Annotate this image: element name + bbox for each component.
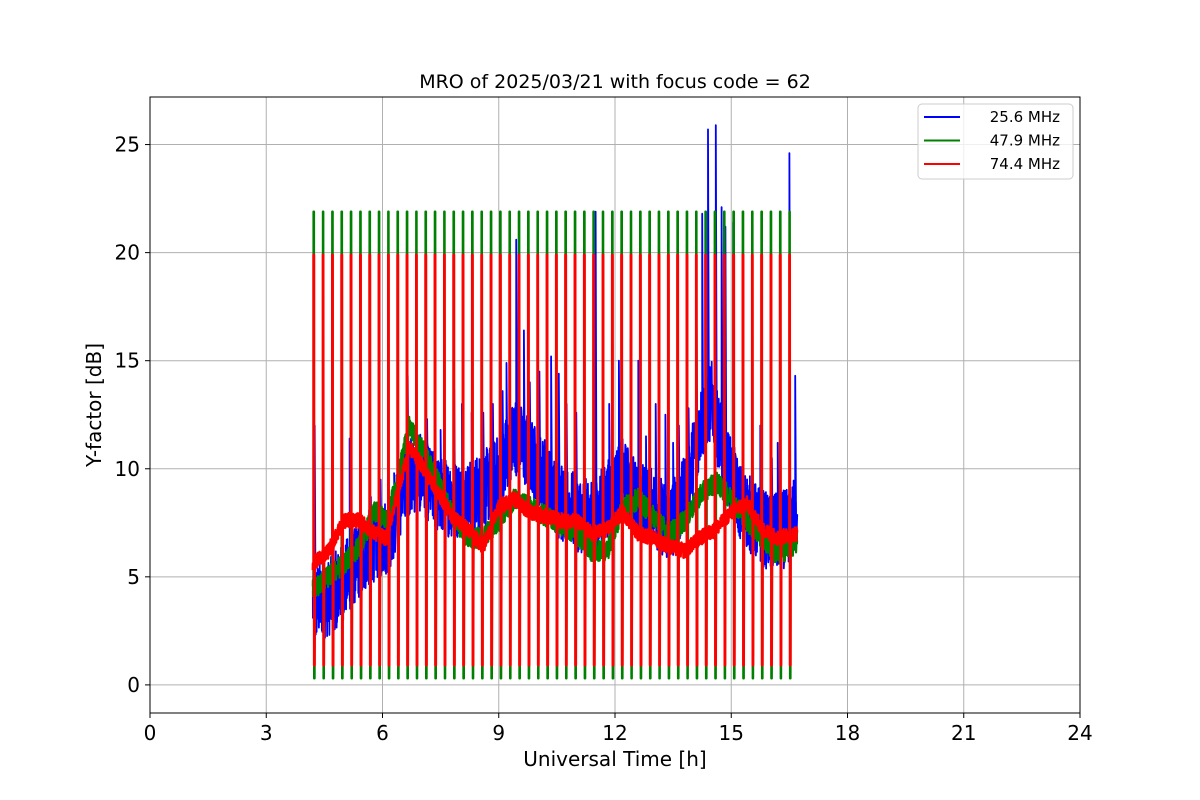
legend-label: 47.9 MHz	[990, 132, 1060, 150]
y-tick-label: 5	[127, 565, 140, 589]
x-tick-label: 18	[835, 721, 860, 745]
legend-box	[917, 103, 1074, 180]
y-tick-label: 25	[115, 133, 140, 157]
series-layer	[311, 124, 799, 680]
series-line-74-4-mhz	[311, 253, 799, 667]
x-tick-label: 0	[144, 721, 157, 745]
x-tick-label: 6	[376, 721, 389, 745]
x-tick-label: 21	[951, 721, 976, 745]
x-axis-label: Universal Time [h]	[523, 747, 706, 771]
legend: 25.6 MHz 47.9 MHz 74.4 MHz	[917, 103, 1074, 180]
x-tick-label: 12	[602, 721, 627, 745]
ticks: 0 3 6 9 12 15 18 21 24 0 5 10 15 20 25	[115, 133, 1093, 745]
x-tick-label: 3	[260, 721, 273, 745]
x-tick-label: 24	[1067, 721, 1092, 745]
y-tick-label: 20	[115, 241, 140, 265]
y-tick-label: 15	[115, 349, 140, 373]
y-tick-label: 0	[127, 673, 140, 697]
legend-label: 74.4 MHz	[990, 155, 1060, 173]
chart-title: MRO of 2025/03/21 with focus code = 62	[419, 71, 811, 93]
y-axis-label: Y-factor [dB]	[82, 343, 106, 468]
y-tick-label: 10	[115, 457, 140, 481]
legend-label: 25.6 MHz	[990, 108, 1060, 126]
x-tick-label: 9	[492, 721, 505, 745]
x-tick-label: 15	[719, 721, 744, 745]
